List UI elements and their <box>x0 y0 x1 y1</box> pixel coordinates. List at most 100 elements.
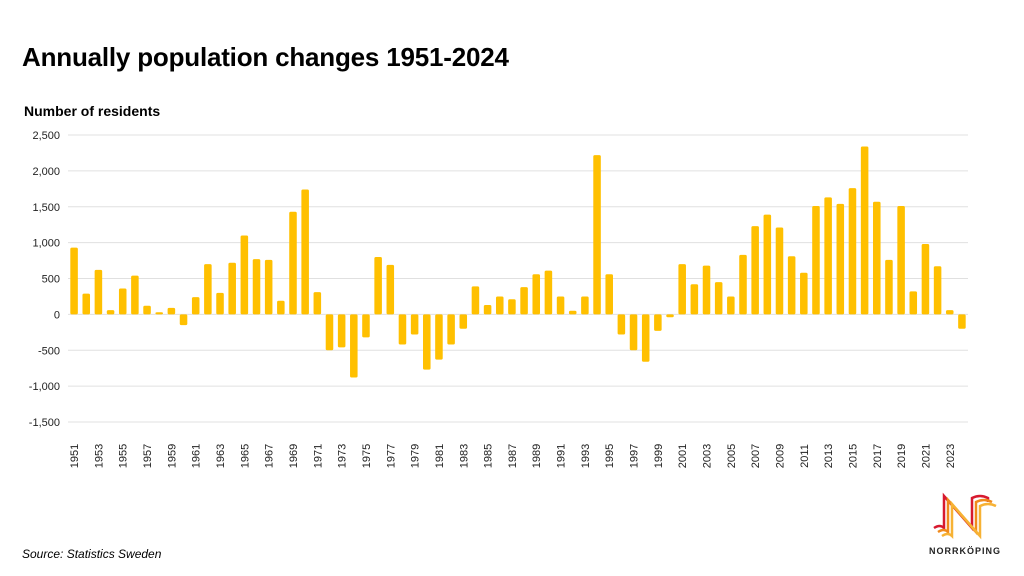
bar-1987 <box>508 299 516 315</box>
bar-2000 <box>666 314 674 318</box>
bar-2013 <box>824 197 832 315</box>
y-tick-label: 1,000 <box>32 238 60 250</box>
x-tick-label: 1961 <box>191 444 203 468</box>
bar-1989 <box>532 274 541 315</box>
logo-text: NORRKÖPING <box>929 546 1002 556</box>
bar-1978 <box>398 314 407 345</box>
x-tick-label: 2017 <box>872 444 884 468</box>
bar-1976 <box>374 256 382 315</box>
bar-2006 <box>739 254 747 315</box>
x-tick-label: 2015 <box>847 444 859 468</box>
bar-1990 <box>544 270 553 315</box>
bar-2019 <box>897 206 905 315</box>
bar-1955 <box>118 288 127 315</box>
bar-1988 <box>520 287 528 315</box>
y-tick-label: -1,500 <box>29 417 60 429</box>
x-tick-label: 1977 <box>385 444 397 468</box>
x-tick-label: 1983 <box>458 444 470 468</box>
bar-1974 <box>350 314 358 378</box>
bar-1979 <box>410 314 419 335</box>
bar-1965 <box>240 235 249 315</box>
bar-2002 <box>690 284 699 315</box>
bar-1985 <box>483 305 492 315</box>
x-tick-label: 1991 <box>556 444 568 468</box>
bar-2022 <box>933 266 942 315</box>
x-tick-label: 2005 <box>726 444 738 468</box>
bar-2004 <box>714 282 723 315</box>
bar-1997 <box>629 314 638 351</box>
bar-1995 <box>605 274 613 315</box>
norrkoping-logo-icon <box>933 492 997 540</box>
y-tick-label: 1,500 <box>32 202 60 214</box>
source-note: Source: Statistics Sweden <box>22 547 162 561</box>
bar-1998 <box>641 314 650 362</box>
bar-2021 <box>921 244 930 315</box>
x-tick-label: 1999 <box>653 444 665 468</box>
bar-1982 <box>447 314 455 345</box>
bar-1960 <box>179 314 188 326</box>
x-tick-label: 2023 <box>945 444 957 468</box>
bar-1959 <box>167 307 176 315</box>
x-tick-label: 2013 <box>823 444 835 468</box>
bar-2012 <box>812 206 820 315</box>
bar-1996 <box>617 314 626 335</box>
bar-1961 <box>191 297 200 315</box>
bar-1977 <box>386 264 395 315</box>
x-tick-label: 2009 <box>774 444 786 468</box>
x-tick-label: 1987 <box>507 444 519 468</box>
bar-1999 <box>654 314 662 331</box>
bar-2015 <box>848 188 857 315</box>
bar-1956 <box>131 275 139 315</box>
bar-1981 <box>435 314 443 360</box>
x-tick-label: 1997 <box>629 444 641 468</box>
y-axis-label: Number of residents <box>24 103 161 119</box>
bar-1984 <box>471 286 480 315</box>
bar-1973 <box>337 314 346 348</box>
bar-2011 <box>800 272 808 315</box>
bar-1994 <box>593 155 601 315</box>
bar-1963 <box>216 292 224 315</box>
x-tick-label: 2007 <box>750 444 762 468</box>
bar-2005 <box>727 296 735 315</box>
x-tick-label: 1967 <box>264 444 276 468</box>
x-tick-label: 1995 <box>604 444 616 468</box>
bar-1980 <box>423 314 431 370</box>
bar-2001 <box>678 264 686 315</box>
bar-1968 <box>277 300 285 315</box>
x-tick-label: 1965 <box>239 444 251 468</box>
x-tick-label: 1959 <box>166 444 178 468</box>
x-tick-label: 2019 <box>896 444 908 468</box>
bar-2009 <box>775 227 784 315</box>
x-tick-label: 1981 <box>434 444 446 468</box>
y-tick-label: -1,000 <box>29 381 60 393</box>
bar-1983 <box>459 314 468 329</box>
x-tick-label: 1951 <box>69 444 81 468</box>
x-tick-label: 1989 <box>531 444 543 468</box>
bar-2010 <box>787 256 796 315</box>
bar-2008 <box>763 214 772 315</box>
x-tick-label: 1975 <box>361 444 373 468</box>
x-tick-label: 1955 <box>118 444 130 468</box>
bar-2020 <box>909 291 918 315</box>
bar-2017 <box>873 201 881 315</box>
bar-2024 <box>958 314 966 329</box>
bar-1962 <box>204 264 212 315</box>
bar-2018 <box>885 259 893 315</box>
x-tick-label: 1979 <box>410 444 422 468</box>
x-tick-label: 1963 <box>215 444 227 468</box>
bar-1967 <box>264 259 273 315</box>
bar-2003 <box>702 265 711 315</box>
bar-2023 <box>945 310 954 315</box>
bar-1986 <box>495 296 504 315</box>
bar-1972 <box>325 314 334 351</box>
bar-1992 <box>568 310 577 315</box>
bar-1954 <box>106 310 115 315</box>
bar-1957 <box>143 305 151 315</box>
chart-title: Annually population changes 1951-2024 <box>22 42 509 72</box>
y-tick-label: 2,000 <box>32 166 60 178</box>
bar-1958 <box>155 312 163 315</box>
bar-2007 <box>751 226 759 315</box>
x-tick-label: 1969 <box>288 444 300 468</box>
bar-1952 <box>82 293 91 315</box>
